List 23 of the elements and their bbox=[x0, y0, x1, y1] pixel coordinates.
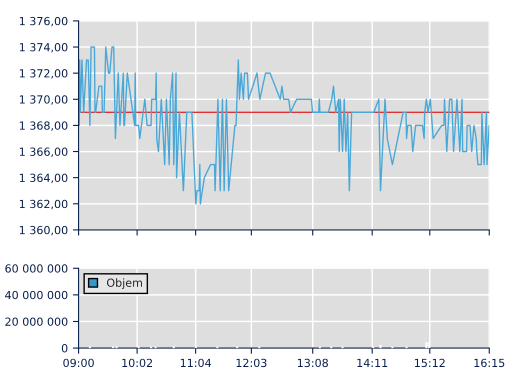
y-tick-label: 40 000 000 bbox=[5, 290, 68, 300]
x-tick-label: 16:15 bbox=[474, 358, 504, 368]
y-tick-label: 1 376,00 bbox=[20, 16, 68, 26]
y-tick-label: 1 368,00 bbox=[20, 121, 68, 131]
x-tick-label: 09:00 bbox=[63, 358, 94, 368]
legend-label: Objem bbox=[106, 278, 142, 290]
y-tick-label: 1 360,00 bbox=[20, 226, 68, 236]
x-tick-label: 15:12 bbox=[414, 358, 445, 368]
y-tick-label: 1 362,00 bbox=[20, 200, 68, 210]
x-tick-label: 11:04 bbox=[180, 358, 212, 368]
x-tick-label: 10:02 bbox=[122, 358, 152, 368]
y-tick-label: 20 000 000 bbox=[5, 317, 68, 326]
x-tick-label: 12:03 bbox=[236, 358, 266, 368]
y-tick-label: 1 370,00 bbox=[20, 95, 68, 105]
y-tick-label: 1 364,00 bbox=[20, 174, 68, 184]
y-tick-label: 60 000 000 bbox=[5, 264, 68, 273]
y-tick-label: 1 372,00 bbox=[20, 69, 68, 79]
y-tick-label: 1 374,00 bbox=[20, 43, 68, 53]
x-tick-label: 13:08 bbox=[298, 358, 328, 368]
x-tick-label: 14:11 bbox=[357, 358, 388, 367]
y-tick-label: 0 bbox=[62, 344, 68, 352]
y-tick-label: 1 366,00 bbox=[20, 148, 68, 158]
line-series bbox=[78, 46, 490, 204]
